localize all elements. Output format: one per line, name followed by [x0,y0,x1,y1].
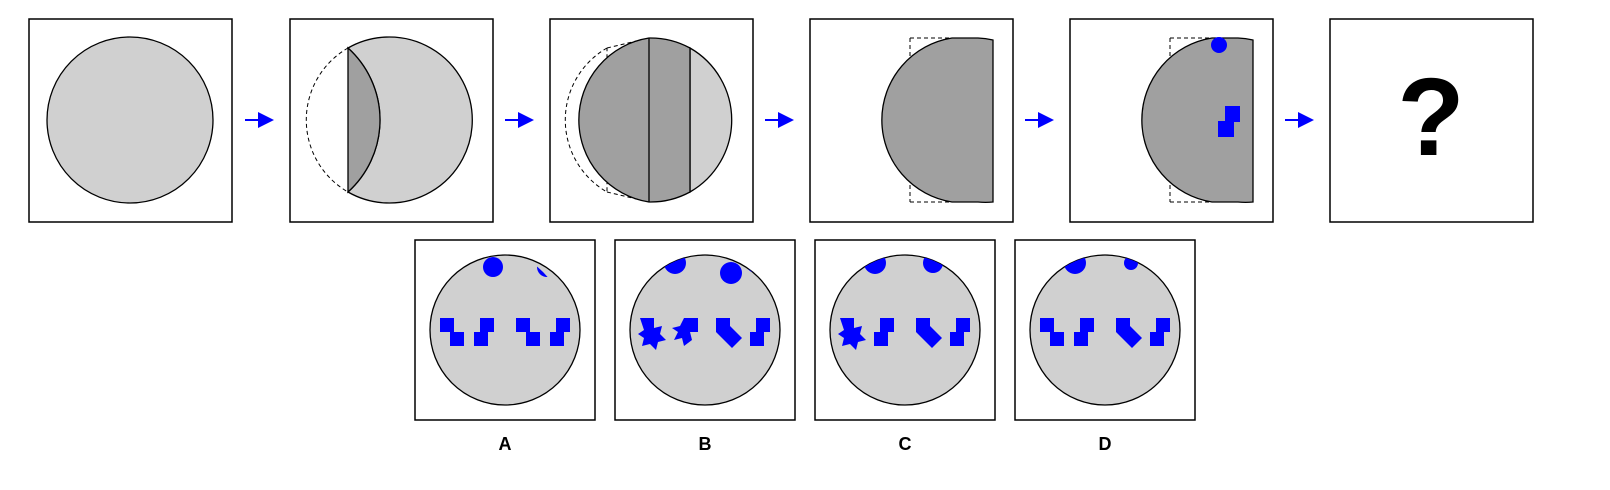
step-6-frame [1329,18,1534,223]
option-a[interactable]: A [414,239,596,454]
step-hole [516,318,540,346]
unfolded-paper [829,254,981,406]
folded-band [578,37,691,203]
folded-layer [881,37,994,203]
step-hole [440,318,464,346]
step-hole [874,318,894,346]
step-3-panel [549,18,754,223]
step-1-panel [28,18,233,223]
step-2-panel [289,18,494,223]
unfolded-paper [429,254,581,406]
step-hole [950,318,970,346]
star-hole [838,318,866,350]
option-b-label: B [699,434,712,454]
step-hole [1040,318,1064,346]
step-hole [750,318,770,346]
step-hole [474,318,494,346]
star-hole [672,318,698,346]
step-4-panel [809,18,1014,223]
star-hole [638,318,666,350]
step-hole [1074,318,1094,346]
option-d[interactable]: D [1014,239,1196,454]
diamond-hole [916,318,942,348]
folded-away-outline [305,47,349,193]
punch-hole-circle [1211,37,1227,53]
diamond-hole [1116,318,1142,348]
remaining-paper [689,46,733,194]
punch-hole-step-shape [1218,106,1240,137]
question-mark: ? [1397,56,1464,179]
option-b[interactable]: B [614,239,796,454]
step-hole [1150,318,1170,346]
folded-flap [347,46,381,194]
unfolded-paper [629,254,781,406]
folded-layer [1141,37,1254,203]
diamond-hole [716,318,742,348]
hole-top-left [483,257,503,277]
unfolded-paper [1029,254,1181,406]
step-5-panel [1069,18,1274,223]
hole-top-middle [720,262,742,284]
option-d-label: D [1099,434,1112,454]
step-6-panel: ? [1329,18,1534,223]
option-c[interactable]: C [814,239,996,454]
paper-circle [46,36,214,204]
option-c-label: C [899,434,912,454]
step-hole [550,318,570,346]
option-a-label: A [499,434,512,454]
